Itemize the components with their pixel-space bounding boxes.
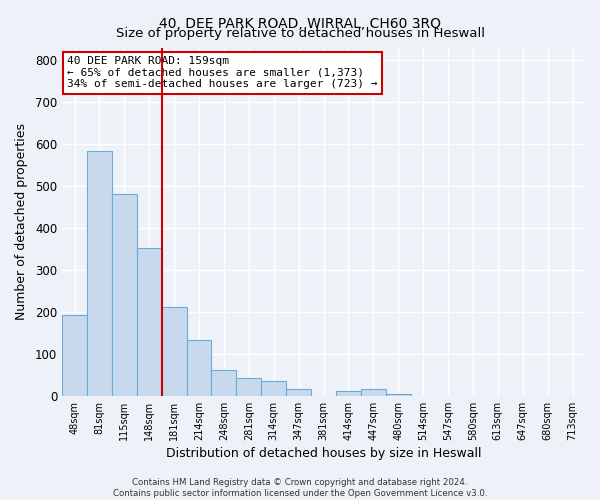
Bar [211, 370, 236, 396]
Text: 40, DEE PARK ROAD, WIRRAL, CH60 3RQ: 40, DEE PARK ROAD, WIRRAL, CH60 3RQ [159, 18, 441, 32]
Bar [361, 388, 386, 396]
Bar [161, 308, 187, 396]
Bar [386, 394, 410, 396]
Bar [62, 315, 87, 396]
Bar [187, 340, 211, 396]
Bar [336, 391, 361, 396]
Bar [261, 380, 286, 396]
Bar [286, 388, 311, 396]
X-axis label: Distribution of detached houses by size in Heswall: Distribution of detached houses by size … [166, 447, 481, 460]
Bar [87, 151, 112, 396]
Text: Contains HM Land Registry data © Crown copyright and database right 2024.
Contai: Contains HM Land Registry data © Crown c… [113, 478, 487, 498]
Y-axis label: Number of detached properties: Number of detached properties [15, 123, 28, 320]
Text: 40 DEE PARK ROAD: 159sqm
← 65% of detached houses are smaller (1,373)
34% of sem: 40 DEE PARK ROAD: 159sqm ← 65% of detach… [67, 56, 378, 90]
Bar [112, 194, 137, 396]
Bar [236, 378, 261, 396]
Text: Size of property relative to detached houses in Heswall: Size of property relative to detached ho… [115, 28, 485, 40]
Bar [137, 248, 161, 396]
